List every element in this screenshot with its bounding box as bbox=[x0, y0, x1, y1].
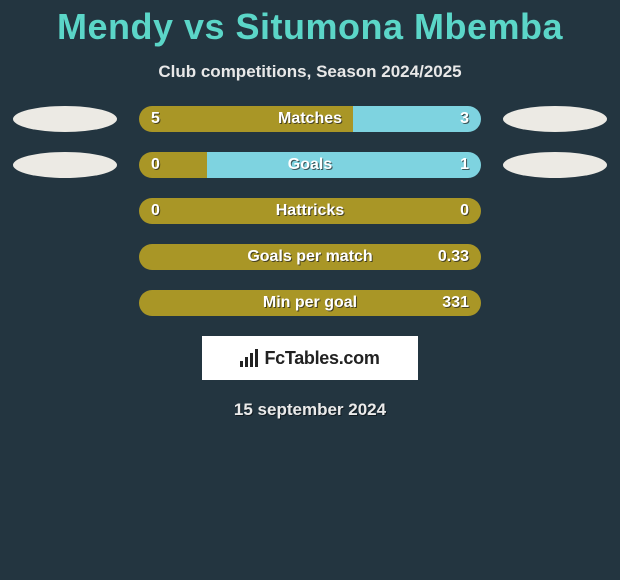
stat-value-right: 331 bbox=[442, 290, 469, 316]
page-title: Mendy vs Situmona Mbemba bbox=[0, 6, 620, 48]
stat-row: 331 Min per goal bbox=[0, 290, 620, 316]
stat-bar: 0.33 Goals per match bbox=[139, 244, 481, 270]
stat-label: Goals per match bbox=[247, 248, 372, 266]
stat-label: Min per goal bbox=[263, 294, 357, 312]
stat-row: 5 3 Matches bbox=[0, 106, 620, 132]
stat-value-right: 3 bbox=[460, 106, 469, 132]
stat-label: Hattricks bbox=[276, 202, 344, 220]
chart-icon bbox=[240, 349, 258, 367]
stat-label: Goals bbox=[288, 156, 332, 174]
stat-row: 0.33 Goals per match bbox=[0, 244, 620, 270]
stat-row: 0 1 Goals bbox=[0, 152, 620, 178]
stat-row: 0 0 Hattricks bbox=[0, 198, 620, 224]
stat-value-left: 0 bbox=[151, 198, 160, 224]
stat-bar: 5 3 Matches bbox=[139, 106, 481, 132]
stat-value-right: 0.33 bbox=[438, 244, 469, 270]
stat-value-left: 5 bbox=[151, 106, 160, 132]
stat-label: Matches bbox=[278, 110, 342, 128]
stats-container: 5 3 Matches 0 1 Goals 0 0 Hattricks 0.33 Goals per… bbox=[0, 106, 620, 316]
page-subtitle: Club competitions, Season 2024/2025 bbox=[0, 62, 620, 82]
stat-bar: 0 1 Goals bbox=[139, 152, 481, 178]
brand-box[interactable]: FcTables.com bbox=[202, 336, 418, 380]
stat-value-right: 1 bbox=[460, 152, 469, 178]
bar-segment-left bbox=[139, 152, 207, 178]
stat-value-right: 0 bbox=[460, 198, 469, 224]
date-line: 15 september 2024 bbox=[0, 400, 620, 420]
stat-bar: 0 0 Hattricks bbox=[139, 198, 481, 224]
bar-segment-right bbox=[207, 152, 481, 178]
stat-bar: 331 Min per goal bbox=[139, 290, 481, 316]
stat-value-left: 0 bbox=[151, 152, 160, 178]
brand-text: FcTables.com bbox=[264, 348, 379, 369]
